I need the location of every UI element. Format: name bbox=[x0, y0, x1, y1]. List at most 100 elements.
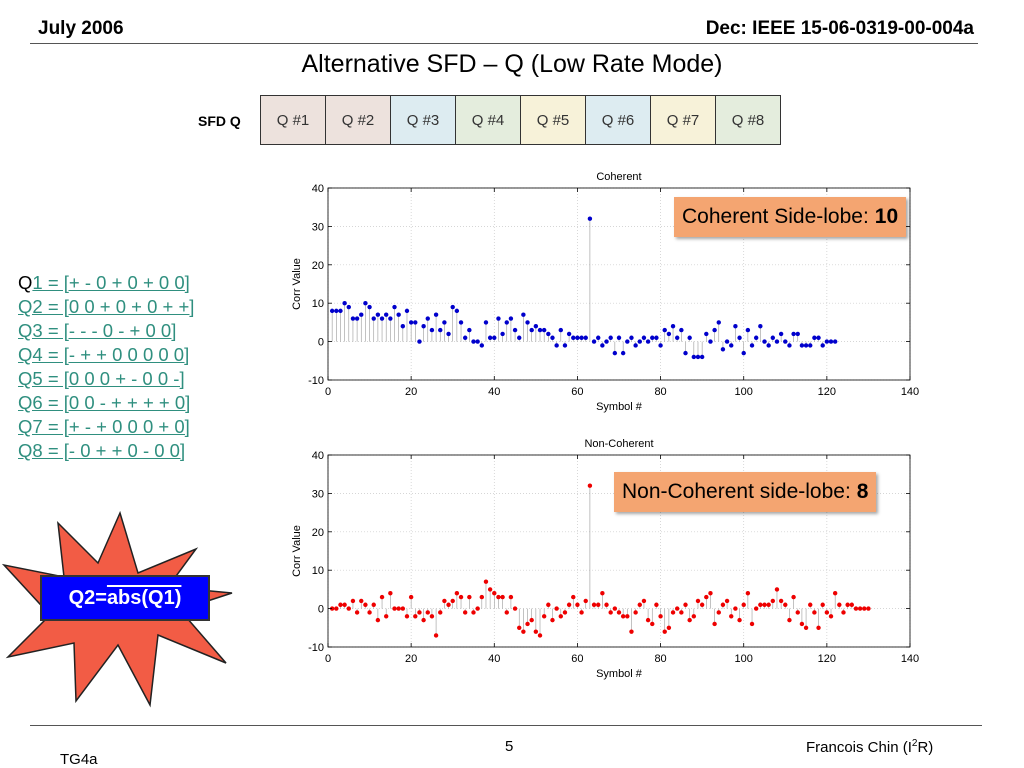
data-point bbox=[762, 339, 767, 344]
data-point bbox=[579, 610, 584, 615]
data-point bbox=[716, 320, 721, 325]
sequence-link[interactable]: 1 = [+ - 0 + 0 + 0 0] bbox=[32, 272, 190, 293]
data-point bbox=[633, 343, 638, 348]
data-point bbox=[866, 606, 871, 611]
x-tick-label: 140 bbox=[901, 386, 919, 398]
data-point bbox=[329, 606, 335, 611]
sfd-cell-q8: Q #8 bbox=[716, 96, 780, 144]
data-point bbox=[620, 614, 626, 619]
data-point bbox=[379, 316, 385, 321]
data-point bbox=[587, 216, 593, 221]
data-point bbox=[687, 617, 692, 623]
x-axis-label: Symbol # bbox=[596, 668, 643, 680]
x-tick-label: 100 bbox=[735, 386, 753, 398]
sequence-link[interactable]: Q6 = [0 0 - + + + + 0] bbox=[18, 392, 191, 413]
data-point bbox=[554, 343, 559, 348]
sequence-prefix: Q bbox=[18, 272, 33, 293]
data-point bbox=[812, 335, 817, 340]
sequence-q7: Q7 = [+ - + 0 0 0 + 0] bbox=[18, 415, 194, 439]
footer-rule bbox=[30, 725, 982, 726]
data-point bbox=[371, 316, 376, 321]
y-tick-label: 0 bbox=[318, 337, 324, 349]
data-point bbox=[837, 602, 842, 607]
data-point bbox=[753, 606, 759, 611]
data-point bbox=[354, 316, 360, 321]
data-point bbox=[438, 327, 443, 333]
data-point bbox=[413, 320, 418, 325]
data-point bbox=[454, 591, 460, 596]
data-point bbox=[388, 591, 393, 596]
data-point bbox=[853, 606, 859, 611]
data-point bbox=[670, 324, 676, 329]
data-point bbox=[575, 335, 580, 340]
data-point bbox=[392, 304, 397, 310]
data-point bbox=[766, 602, 771, 607]
data-point bbox=[749, 343, 755, 348]
data-point bbox=[629, 335, 634, 340]
data-point bbox=[492, 335, 497, 340]
data-point bbox=[438, 610, 443, 615]
data-point bbox=[379, 594, 385, 600]
data-point bbox=[629, 629, 634, 634]
data-point bbox=[591, 602, 597, 607]
sequence-link[interactable]: Q5 = [0 0 0 + - 0 0 -] bbox=[18, 368, 185, 389]
sequence-link[interactable]: Q3 = [- - - 0 - + 0 0] bbox=[18, 320, 177, 341]
data-point bbox=[625, 614, 630, 619]
data-point bbox=[446, 602, 451, 607]
data-point bbox=[758, 602, 763, 607]
sequence-q1: Q1 = [+ - 0 + 0 + 0 0] bbox=[18, 271, 194, 295]
data-point bbox=[384, 312, 389, 317]
data-point bbox=[803, 625, 809, 630]
data-point bbox=[616, 610, 622, 615]
formula-box: Q2= abs(Q1) bbox=[40, 575, 210, 621]
data-point bbox=[654, 602, 659, 607]
data-point bbox=[812, 610, 817, 615]
data-point bbox=[799, 343, 805, 348]
data-point bbox=[508, 594, 514, 600]
data-point bbox=[783, 602, 788, 607]
data-point bbox=[583, 598, 588, 604]
data-point bbox=[820, 343, 825, 348]
data-point bbox=[724, 339, 730, 344]
y-tick-label: 30 bbox=[312, 221, 324, 233]
data-point bbox=[803, 343, 809, 348]
data-point bbox=[359, 598, 364, 604]
data-point bbox=[774, 587, 780, 592]
data-point bbox=[778, 598, 784, 604]
sequence-link[interactable]: Q8 = [- 0 + + 0 - 0 0] bbox=[18, 440, 186, 461]
data-point bbox=[388, 316, 393, 321]
data-point bbox=[766, 343, 771, 348]
data-point bbox=[467, 327, 472, 333]
data-point bbox=[758, 324, 763, 329]
data-point bbox=[446, 331, 451, 337]
sequence-link[interactable]: Q4 = [- + + 0 0 0 0 0] bbox=[18, 344, 190, 365]
data-point bbox=[471, 339, 476, 344]
data-point bbox=[404, 308, 410, 314]
data-point bbox=[596, 335, 601, 340]
data-point bbox=[612, 606, 618, 611]
data-point bbox=[450, 304, 455, 310]
data-point bbox=[517, 625, 522, 630]
sequence-link[interactable]: Q2 = [0 0 + 0 + 0 + +] bbox=[18, 296, 195, 317]
data-point bbox=[579, 335, 584, 340]
data-point bbox=[371, 602, 376, 607]
data-point bbox=[562, 343, 568, 348]
data-point bbox=[338, 602, 343, 607]
data-point bbox=[400, 324, 406, 329]
data-point bbox=[462, 335, 468, 340]
data-point bbox=[753, 335, 759, 340]
sequence-link[interactable]: Q7 = [+ - + 0 0 0 + 0] bbox=[18, 416, 190, 437]
data-point bbox=[604, 602, 609, 607]
data-point bbox=[749, 621, 755, 627]
data-point bbox=[824, 610, 830, 615]
data-point bbox=[729, 343, 734, 348]
data-point bbox=[483, 579, 489, 584]
data-point bbox=[537, 327, 543, 333]
data-point bbox=[367, 304, 372, 310]
x-tick-label: 120 bbox=[818, 653, 836, 665]
data-point bbox=[625, 339, 630, 344]
data-point bbox=[496, 316, 501, 321]
data-point bbox=[695, 598, 701, 604]
data-point bbox=[375, 617, 381, 623]
